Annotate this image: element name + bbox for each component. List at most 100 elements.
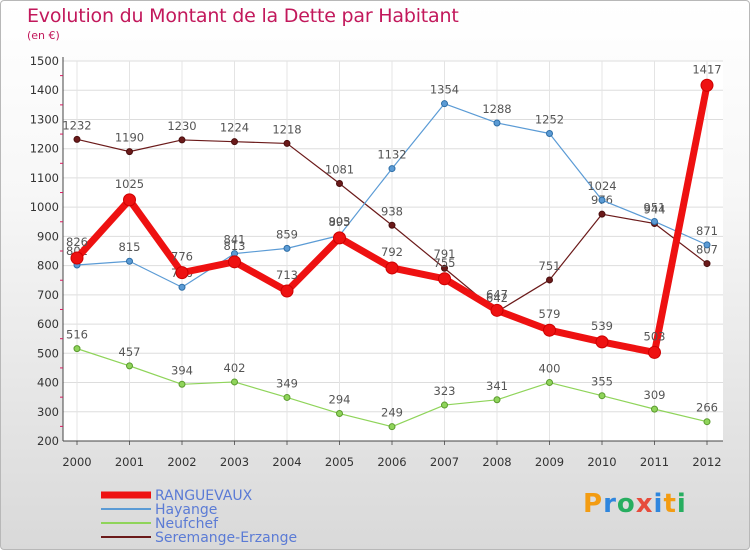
x-tick-label: 2005 — [325, 455, 354, 469]
x-tick-label: 2007 — [430, 455, 459, 469]
y-tick-label: 1400 — [30, 83, 59, 97]
data-point-seremange-erzange — [73, 135, 81, 143]
x-tick-label: 2004 — [272, 455, 301, 469]
data-label-neufchef: 349 — [276, 376, 298, 390]
data-label-ranguevaux: 503 — [644, 329, 666, 343]
data-point-ranguevaux — [438, 272, 451, 286]
plot-area — [63, 61, 723, 441]
data-label-ranguevaux: 713 — [276, 268, 298, 282]
y-tick-label: 1300 — [30, 112, 59, 126]
data-point-ranguevaux — [648, 345, 661, 359]
x-tick-label: 2003 — [220, 455, 249, 469]
data-label-hayange: 903 — [329, 215, 351, 229]
data-point-ranguevaux — [175, 266, 189, 280]
logo-letter: i — [676, 489, 687, 519]
data-label-neufchef: 516 — [66, 328, 88, 342]
data-label-ranguevaux: 826 — [66, 235, 88, 249]
y-tick-label: 600 — [37, 317, 59, 331]
data-point-ranguevaux — [280, 284, 294, 298]
data-label-ranguevaux: 579 — [539, 307, 561, 321]
data-point-neufchef — [283, 393, 291, 401]
proxiti-logo: Proxiti — [583, 489, 687, 519]
data-point-neufchef — [598, 392, 606, 400]
data-point-ranguevaux — [228, 255, 241, 269]
data-point-seremange-erzange — [546, 276, 553, 284]
data-point-seremange-erzange — [598, 210, 606, 218]
data-label-ranguevaux: 1025 — [115, 177, 144, 191]
legend-label: Hayange — [155, 502, 217, 518]
data-point-seremange-erzange — [126, 148, 133, 156]
chart-title: Evolution du Montant de la Dette par Hab… — [27, 5, 459, 27]
data-point-ranguevaux — [333, 231, 346, 245]
data-point-hayange — [598, 196, 606, 204]
data-point-hayange — [546, 129, 553, 137]
data-point-neufchef — [546, 379, 553, 387]
data-label-neufchef: 400 — [539, 362, 561, 376]
data-label-neufchef: 402 — [224, 361, 246, 375]
x-tick-label: 2002 — [167, 455, 196, 469]
logo-letter: r — [603, 489, 617, 519]
data-point-neufchef — [231, 378, 238, 386]
data-label-hayange: 815 — [119, 240, 141, 254]
data-point-seremange-erzange — [231, 138, 238, 146]
data-label-hayange: 841 — [224, 233, 246, 247]
data-point-hayange — [651, 217, 658, 225]
data-point-seremange-erzange — [441, 264, 448, 272]
data-point-ranguevaux — [700, 78, 714, 92]
data-label-ranguevaux: 895 — [329, 215, 351, 229]
x-tick-label: 2012 — [692, 455, 721, 469]
legend-label: RANGUEVAUX — [155, 488, 253, 504]
x-tick-label: 2011 — [640, 455, 669, 469]
data-label-seremange-erzange: 1218 — [272, 122, 301, 136]
data-label-hayange: 951 — [644, 200, 666, 214]
y-tick-label: 700 — [37, 288, 59, 302]
legend-label: Seremange-Erzange — [155, 530, 297, 546]
data-label-ranguevaux: 1417 — [692, 62, 721, 76]
data-label-hayange: 1252 — [535, 112, 564, 126]
y-tick-label: 800 — [37, 259, 59, 273]
data-point-seremange-erzange — [703, 260, 711, 268]
y-tick-label: 500 — [37, 346, 59, 360]
data-point-ranguevaux — [385, 261, 399, 275]
data-label-seremange-erzange: 751 — [539, 259, 561, 273]
data-label-neufchef: 294 — [329, 393, 351, 407]
x-tick-label: 2000 — [62, 455, 91, 469]
data-point-ranguevaux — [490, 303, 504, 317]
data-label-neufchef: 266 — [696, 401, 718, 415]
data-label-seremange-erzange: 1232 — [62, 118, 91, 132]
data-point-hayange — [388, 165, 396, 173]
y-tick-label: 200 — [37, 434, 59, 448]
data-label-seremange-erzange: 1190 — [115, 131, 144, 145]
data-point-neufchef — [126, 362, 133, 370]
data-point-seremange-erzange — [388, 221, 396, 229]
data-label-neufchef: 457 — [119, 345, 141, 359]
data-label-seremange-erzange: 1081 — [325, 162, 354, 176]
data-label-hayange: 1354 — [430, 83, 459, 97]
data-label-neufchef: 341 — [486, 379, 508, 393]
data-label-neufchef: 323 — [434, 384, 456, 398]
data-label-hayange: 859 — [276, 227, 298, 241]
chart-subtitle: (en €) — [27, 29, 60, 42]
x-tick-label: 2006 — [377, 455, 406, 469]
data-label-hayange: 1288 — [482, 102, 511, 116]
data-point-seremange-erzange — [283, 139, 291, 147]
data-label-hayange: 1132 — [377, 148, 406, 162]
data-point-neufchef — [336, 410, 343, 418]
data-label-seremange-erzange: 642 — [486, 291, 508, 305]
y-tick-label: 400 — [37, 376, 59, 390]
data-label-ranguevaux: 539 — [591, 319, 613, 333]
data-label-neufchef: 355 — [591, 375, 613, 389]
data-point-neufchef — [493, 396, 501, 404]
data-point-hayange — [703, 241, 711, 249]
data-point-hayange — [126, 257, 133, 265]
data-point-ranguevaux — [70, 251, 84, 265]
y-tick-label: 1500 — [30, 54, 59, 68]
y-tick-label: 900 — [37, 229, 59, 243]
data-point-seremange-erzange — [178, 136, 186, 144]
data-label-ranguevaux: 792 — [381, 245, 403, 259]
logo-letter: o — [616, 489, 636, 519]
data-label-seremange-erzange: 1224 — [220, 121, 249, 135]
y-tick-label: 1100 — [30, 171, 59, 185]
data-label-ranguevaux: 755 — [434, 256, 456, 270]
